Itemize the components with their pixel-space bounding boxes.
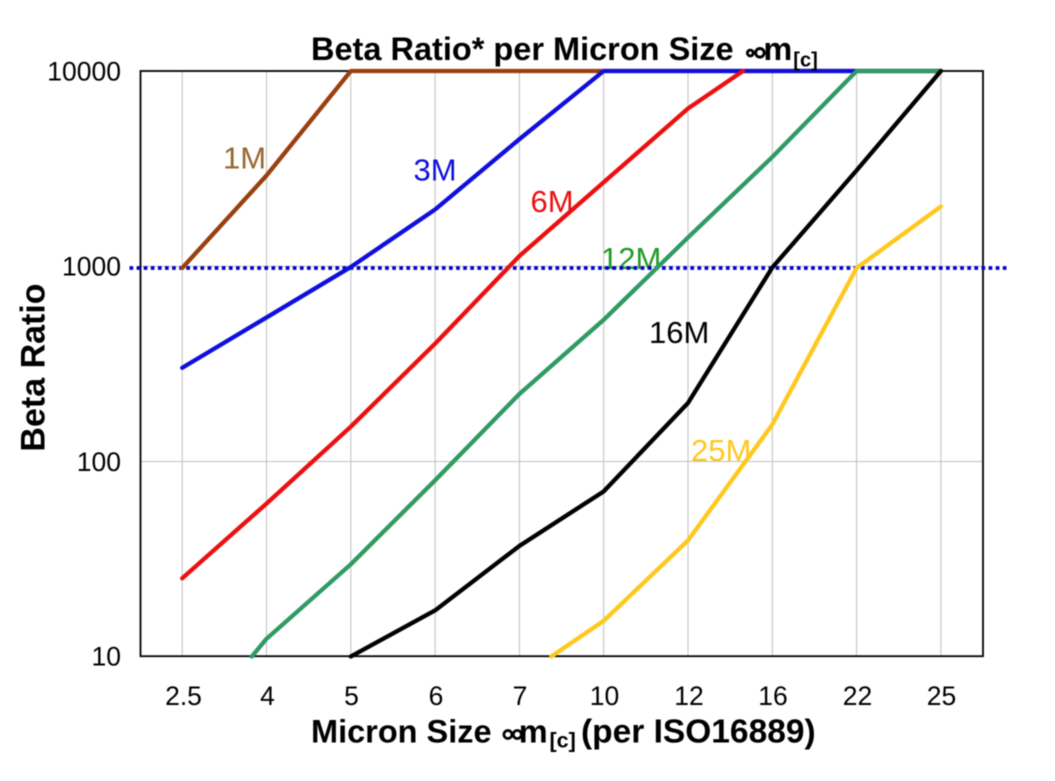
svg-text:1000: 1000 (62, 252, 121, 282)
svg-text:2.5: 2.5 (165, 681, 202, 711)
svg-text:10: 10 (92, 641, 121, 671)
svg-text:16: 16 (758, 681, 787, 711)
svg-text:m: m (763, 31, 792, 67)
svg-text:Beta Ratio* per Micron Size: Beta Ratio* per Micron Size (311, 31, 734, 67)
svg-text:25: 25 (927, 681, 956, 711)
svg-text:6: 6 (429, 681, 444, 711)
svg-text:[c]: [c] (793, 50, 817, 72)
svg-text:m: m (519, 714, 548, 750)
svg-text:16M: 16M (649, 315, 709, 350)
svg-text:10: 10 (590, 681, 619, 711)
svg-text:5: 5 (344, 681, 359, 711)
svg-text:Micron Size: Micron Size (311, 714, 492, 750)
svg-text:12: 12 (674, 681, 703, 711)
svg-text:(per ISO16889): (per ISO16889) (581, 714, 816, 751)
svg-text:Beta Ratio: Beta Ratio (15, 283, 53, 451)
svg-text:100: 100 (77, 447, 121, 477)
svg-text:22: 22 (843, 681, 872, 711)
svg-text:1M: 1M (223, 141, 266, 176)
svg-text:7: 7 (513, 681, 528, 711)
svg-text:3M: 3M (414, 153, 457, 188)
svg-text:12M: 12M (601, 241, 661, 276)
svg-text:[c]: [c] (550, 729, 576, 753)
svg-text:25M: 25M (691, 433, 751, 468)
svg-text:10000: 10000 (47, 56, 121, 86)
svg-text:4: 4 (260, 681, 275, 711)
